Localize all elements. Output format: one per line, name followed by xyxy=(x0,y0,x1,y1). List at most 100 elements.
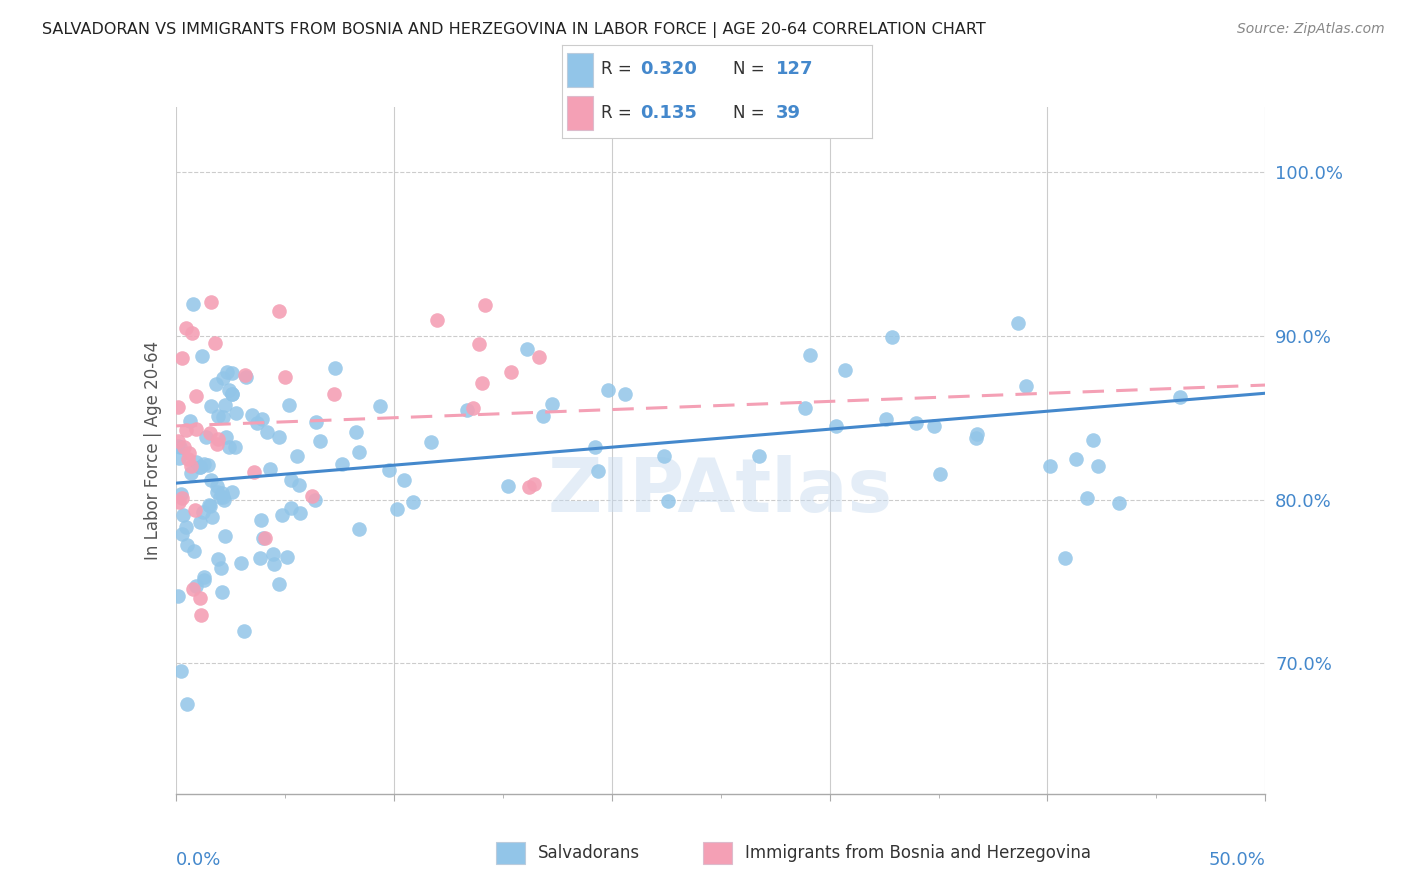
Point xyxy=(748,450,770,464)
Point xyxy=(181,297,204,311)
Point xyxy=(190,516,212,530)
Point xyxy=(928,467,950,481)
Point xyxy=(207,409,229,423)
Point xyxy=(527,350,550,364)
Point xyxy=(211,585,233,599)
Point xyxy=(190,349,212,363)
Text: 39: 39 xyxy=(776,103,801,121)
Point xyxy=(180,466,202,480)
Text: SALVADORAN VS IMMIGRANTS FROM BOSNIA AND HERZEGOVINA IN LABOR FORCE | AGE 20-64 : SALVADORAN VS IMMIGRANTS FROM BOSNIA AND… xyxy=(42,22,986,38)
Point xyxy=(1076,491,1098,505)
Point xyxy=(193,457,215,471)
Point xyxy=(215,430,238,444)
Point xyxy=(172,491,194,505)
Point xyxy=(346,425,368,439)
Point xyxy=(235,370,257,384)
Point xyxy=(221,367,243,381)
Y-axis label: In Labor Force | Age 20-64: In Labor Force | Age 20-64 xyxy=(143,341,162,560)
Point xyxy=(1087,458,1109,473)
Point xyxy=(496,479,519,493)
Point xyxy=(308,434,330,448)
Point xyxy=(922,419,945,434)
Point xyxy=(191,504,214,518)
Point xyxy=(267,576,290,591)
Point xyxy=(209,561,232,575)
Point xyxy=(194,430,217,444)
Point xyxy=(181,582,204,597)
Point xyxy=(167,400,190,414)
Text: 0.320: 0.320 xyxy=(640,60,696,78)
Point xyxy=(167,589,190,603)
Point xyxy=(217,365,239,379)
Point xyxy=(278,398,301,412)
Point xyxy=(267,430,290,444)
Point xyxy=(330,457,353,471)
Point xyxy=(474,298,496,312)
Point xyxy=(1039,458,1062,473)
Point xyxy=(250,513,273,527)
Point xyxy=(214,529,236,543)
Point xyxy=(169,440,191,454)
Point xyxy=(276,549,298,564)
Point xyxy=(394,473,416,487)
Point xyxy=(167,440,190,454)
Point xyxy=(531,409,554,424)
Point xyxy=(177,452,200,467)
Point xyxy=(205,479,228,493)
Point xyxy=(198,425,221,440)
Point xyxy=(211,486,233,500)
Point xyxy=(212,491,235,505)
Point xyxy=(267,304,290,318)
Point xyxy=(262,547,284,561)
Point xyxy=(471,376,494,391)
Point xyxy=(207,551,229,566)
Point xyxy=(301,489,323,503)
Point xyxy=(190,607,212,622)
Point xyxy=(218,383,240,397)
Point xyxy=(183,544,205,558)
Point xyxy=(200,295,222,310)
Point xyxy=(274,370,297,384)
Point xyxy=(200,399,222,413)
Text: Salvadorans: Salvadorans xyxy=(538,844,640,862)
Point xyxy=(176,321,198,335)
Point xyxy=(167,434,190,449)
Point xyxy=(224,440,246,454)
Point xyxy=(176,538,198,552)
Text: 127: 127 xyxy=(776,60,813,78)
Point xyxy=(208,490,231,504)
Point xyxy=(218,440,240,454)
Point xyxy=(252,412,274,426)
Point xyxy=(190,459,212,474)
Point xyxy=(280,474,302,488)
Point xyxy=(212,493,235,508)
Point xyxy=(499,365,522,379)
Point xyxy=(523,477,546,491)
Point xyxy=(586,465,609,479)
Point xyxy=(180,458,202,473)
Point xyxy=(598,383,620,397)
Point xyxy=(179,415,201,429)
Point xyxy=(184,421,207,435)
Point xyxy=(259,462,281,476)
Point xyxy=(229,556,252,570)
Point xyxy=(1015,378,1038,392)
Point xyxy=(252,531,274,545)
Point xyxy=(204,336,226,351)
Point xyxy=(242,408,264,422)
Point xyxy=(323,360,346,375)
Point xyxy=(173,440,195,454)
Point xyxy=(221,484,243,499)
Point xyxy=(188,591,211,605)
Point xyxy=(368,399,391,413)
Bar xyxy=(567,96,593,130)
Point xyxy=(541,397,564,411)
Point xyxy=(170,351,193,365)
Point xyxy=(1168,390,1191,404)
Point xyxy=(176,697,198,711)
Point xyxy=(519,480,541,494)
Point xyxy=(288,506,311,520)
Point xyxy=(186,579,208,593)
Point xyxy=(966,427,988,442)
Point xyxy=(305,415,328,429)
